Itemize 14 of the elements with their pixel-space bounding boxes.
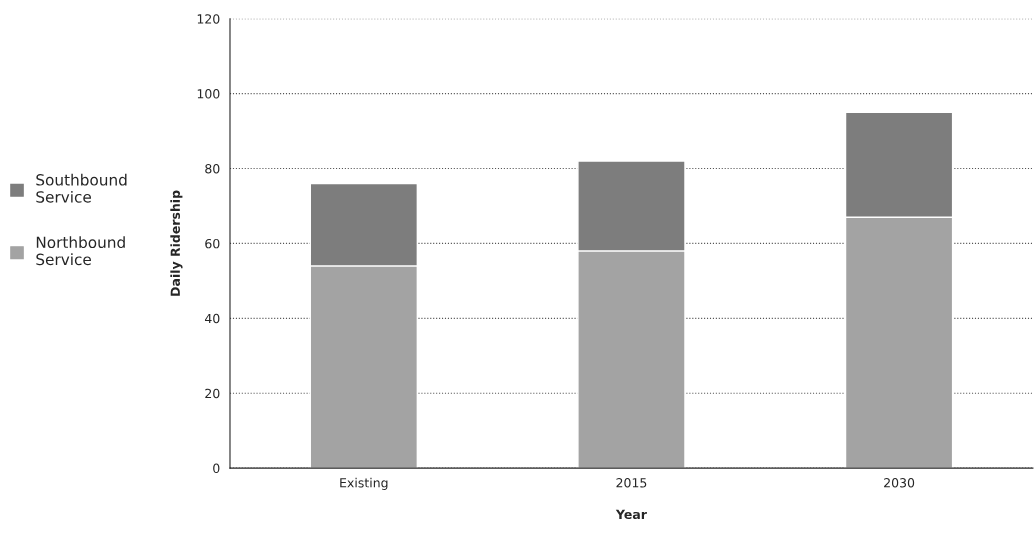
- x-axis-title: Year: [615, 509, 647, 520]
- x-tick-label: 2015: [616, 478, 647, 488]
- y-tick-label: 0: [213, 463, 220, 474]
- y-tick-label: 100: [197, 89, 220, 99]
- y-tick-label: 120: [197, 14, 220, 24]
- y-tick-label: 60: [205, 238, 220, 249]
- y-tick-label: 80: [205, 164, 220, 174]
- x-tick-label: Existing: [340, 477, 388, 490]
- x-tick-label: 2030: [884, 478, 915, 488]
- legend-label: Southbound Service: [36, 173, 127, 203]
- y-tick-label: 20: [205, 388, 220, 399]
- y-tick-label: 40: [204, 313, 220, 324]
- legend-label: Northbound Service: [36, 236, 125, 266]
- y-axis-title: Daily Ridership: [170, 190, 183, 296]
